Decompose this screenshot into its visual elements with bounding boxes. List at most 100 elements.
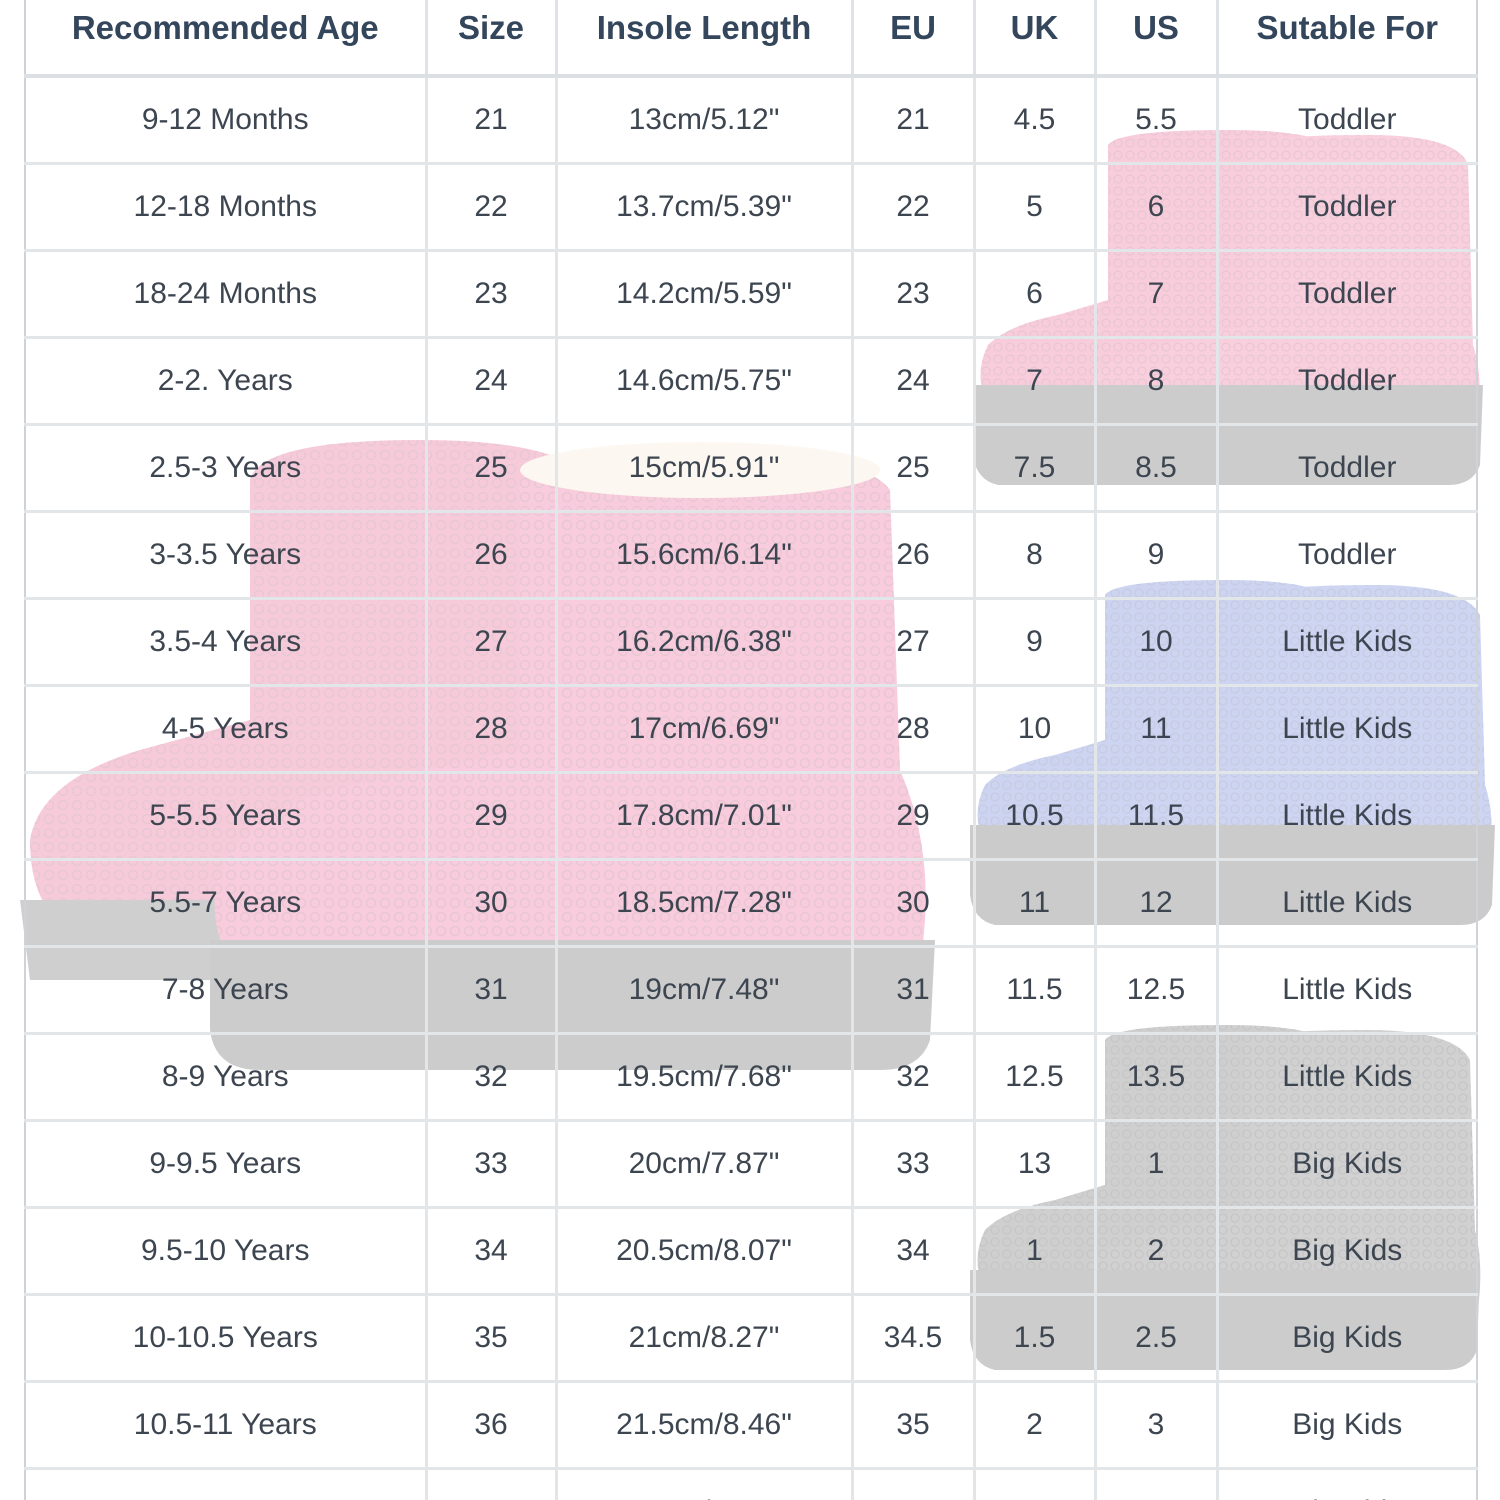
cell-uk: 8 (974, 511, 1097, 600)
cell-uk: 10.5 (974, 772, 1097, 861)
cell-recommended-age: 2.5-3 Years (24, 424, 428, 513)
cell-size: 30 (426, 859, 558, 948)
cell-us: 13.5 (1095, 1033, 1219, 1122)
cell-suitable-for: Toddler (1217, 511, 1478, 600)
cell-eu: 21 (852, 76, 976, 165)
cell-eu: 35 (852, 1381, 976, 1470)
cell-insole-length: 22cm/8.66" (556, 1468, 854, 1500)
cell-size: 32 (426, 1033, 558, 1122)
cell-eu: 23 (852, 250, 976, 339)
table-row: 10.5-11 Years 36 21.5cm/8.46" 35 2 3 Big Kids (24, 1381, 1478, 1470)
cell-suitable-for: Big Kids (1217, 1120, 1478, 1209)
cell-recommended-age: 10-10.5 Years (24, 1294, 428, 1383)
table-row: 9-12 Months 21 13cm/5.12" 21 4.5 5.5 Toddler (24, 76, 1478, 165)
cell-size: 25 (426, 424, 558, 513)
cell-insole-length: 20.5cm/8.07" (556, 1207, 854, 1296)
column-header-recommended-age: Recommended Age (24, 0, 428, 78)
cell-size: 34 (426, 1207, 558, 1296)
cell-suitable-for: Toddler (1217, 163, 1478, 252)
cell-us: 11 (1095, 685, 1219, 774)
cell-suitable-for: Little Kids (1217, 946, 1478, 1035)
cell-recommended-age: 2-2. Years (24, 337, 428, 426)
table-row: 2-2. Years 24 14.6cm/5.75" 24 7 8 Toddler (24, 337, 1478, 426)
cell-size: 26 (426, 511, 558, 600)
cell-us: 2 (1095, 1207, 1219, 1296)
cell-size: 31 (426, 946, 558, 1035)
cell-insole-length: 13.7cm/5.39" (556, 163, 854, 252)
cell-recommended-age: 4-5 Years (24, 685, 428, 774)
cell-eu: 29 (852, 772, 976, 861)
cell-uk: 12.5 (974, 1033, 1097, 1122)
cell-recommended-age: 9.5-10 Years (24, 1207, 428, 1296)
cell-recommended-age: 7-8 Years (24, 946, 428, 1035)
column-header-eu: EU (852, 0, 976, 78)
cell-insole-length: 20cm/7.87" (556, 1120, 854, 1209)
cell-size: 28 (426, 685, 558, 774)
cell-suitable-for: Little Kids (1217, 772, 1478, 861)
cell-size: 35 (426, 1294, 558, 1383)
cell-eu: 30 (852, 859, 976, 948)
column-header-suitable-for: Sutable For (1217, 0, 1478, 78)
cell-uk: 4.5 (974, 76, 1097, 165)
cell-eu: 22 (852, 163, 976, 252)
cell-insole-length: 13cm/5.12" (556, 76, 854, 165)
cell-insole-length: 14.6cm/5.75" (556, 337, 854, 426)
cell-uk: 6 (974, 250, 1097, 339)
table-row: 18-24 Months 23 14.2cm/5.59" 23 6 7 Toddler (24, 250, 1478, 339)
cell-suitable-for: Toddler (1217, 337, 1478, 426)
table-row: 3-3.5 Years 26 15.6cm/6.14" 26 8 9 Toddler (24, 511, 1478, 600)
cell-recommended-age: 10.5-11 Years (24, 1381, 428, 1470)
cell-eu: 34.5 (852, 1294, 976, 1383)
cell-recommended-age: 8-9 Years (24, 1033, 428, 1122)
cell-uk: 11.5 (974, 946, 1097, 1035)
cell-suitable-for: Toddler (1217, 250, 1478, 339)
cell-us: 9 (1095, 511, 1219, 600)
cell-recommended-age: 3-3.5 Years (24, 511, 428, 600)
cell-insole-length: 19cm/7.48" (556, 946, 854, 1035)
cell-size: 22 (426, 163, 558, 252)
cell-eu: 31 (852, 946, 976, 1035)
cell-eu: 24 (852, 337, 976, 426)
cell-uk: 2.5 (974, 1468, 1097, 1500)
cell-size: 24 (426, 337, 558, 426)
table-row: 8-9 Years 32 19.5cm/7.68" 32 12.5 13.5 Little … (24, 1033, 1478, 1122)
cell-us: 12.5 (1095, 946, 1219, 1035)
cell-suitable-for: Little Kids (1217, 1033, 1478, 1122)
table-row: 7-8 Years 31 19cm/7.48" 31 11.5 12.5 Little Ki… (24, 946, 1478, 1035)
cell-size: 21 (426, 76, 558, 165)
cell-insole-length: 21cm/8.27" (556, 1294, 854, 1383)
cell-uk: 5 (974, 163, 1097, 252)
cell-recommended-age: 9-12 Months (24, 76, 428, 165)
cell-uk: 7.5 (974, 424, 1097, 513)
cell-size: 29 (426, 772, 558, 861)
table-row: 9-9.5 Years 33 20cm/7.87" 33 13 1 Big Kids (24, 1120, 1478, 1209)
cell-us: 7 (1095, 250, 1219, 339)
cell-uk: 13 (974, 1120, 1097, 1209)
table-row: 4-5 Years 28 17cm/6.69" 28 10 11 Little Kids (24, 685, 1478, 774)
cell-suitable-for: Big Kids (1217, 1294, 1478, 1383)
cell-us: 3.5 (1095, 1468, 1219, 1500)
cell-insole-length: 17cm/6.69" (556, 685, 854, 774)
table-body: 9-12 Months 21 13cm/5.12" 21 4.5 5.5 Toddler 12… (24, 76, 1478, 1500)
cell-recommended-age: 5.5-7 Years (24, 859, 428, 948)
cell-recommended-age: 5-5.5 Years (24, 772, 428, 861)
cell-us: 12 (1095, 859, 1219, 948)
cell-insole-length: 21.5cm/8.46" (556, 1381, 854, 1470)
cell-recommended-age: 9-9.5 Years (24, 1120, 428, 1209)
cell-uk: 11 (974, 859, 1097, 948)
table-row: 12-18 Months 22 13.7cm/5.39" 22 5 6 Toddler (24, 163, 1478, 252)
cell-insole-length: 19.5cm/7.68" (556, 1033, 854, 1122)
cell-uk: 1.5 (974, 1294, 1097, 1383)
cell-suitable-for: Toddler (1217, 424, 1478, 513)
cell-us: 3 (1095, 1381, 1219, 1470)
column-header-insole-length: Insole Length (556, 0, 854, 78)
cell-eu: 32 (852, 1033, 976, 1122)
cell-recommended-age: 3.5-4 Years (24, 598, 428, 687)
cell-us: 6 (1095, 163, 1219, 252)
size-chart-table: Recommended Age Size Insole Length EU UK US Su… (24, 0, 1478, 1500)
table-row: 5-5.5 Years 29 17.8cm/7.01" 29 10.5 11.5 Littl… (24, 772, 1478, 861)
cell-suitable-for: Big Kids (1217, 1207, 1478, 1296)
cell-uk: 2 (974, 1381, 1097, 1470)
